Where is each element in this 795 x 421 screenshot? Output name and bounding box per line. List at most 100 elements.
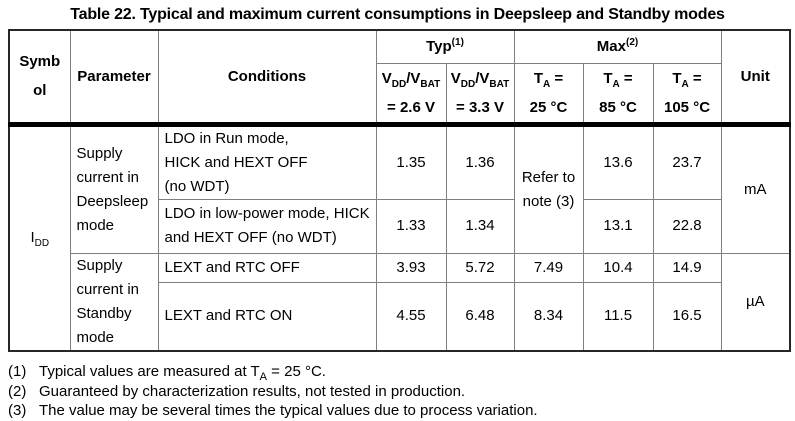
footnote-text: The value may be several times the typic… [39,402,538,419]
cond-line: and HEXT OFF (no WDT) [164,229,337,246]
ta-equals: = [688,69,702,87]
max-note-ref: (2) [625,37,639,49]
typ-label: Typ [426,38,452,56]
value-cell: 7.49 [513,252,584,284]
vdd-vbat-label: VDD/VBAT [447,64,514,93]
footnote-text-post: = 25 °C. [267,363,326,380]
col-header-vdd-3v3: VDD/VBAT = 3.3 V [445,62,515,127]
value-cell: 22.8 [652,198,722,254]
footnote-number: (3) [8,402,27,419]
value-cell: 13.1 [582,198,654,254]
value-cell: 5.72 [445,252,515,284]
vdd-subscript: DD [460,78,476,90]
table-title: Table 22. Typical and maximum current co… [70,6,725,23]
col-header-ta-25: TA = 25 °C [513,62,584,127]
ta-label: TA = [584,64,653,93]
ta-subscript: A [543,78,551,90]
voltage-value: = 3.3 V [456,98,504,116]
refer-note-line: Refer to [521,168,576,186]
vbat-subscript: BAT [489,78,510,90]
value-cell: 8.34 [513,282,584,351]
table-row: LDO in low-power mode, HICK and HEXT OFF… [9,198,790,254]
vbat-pre: /V [475,69,490,87]
ta-subscript: A [681,78,689,90]
table-row: LEXT and RTC ON 4.55 6.48 8.34 11.5 16.5 [9,282,790,351]
ta-pre: T [533,69,544,87]
cell-symbol-idd: IDD [8,123,71,351]
footnote-2: (2) Guaranteed by characterization result… [8,382,788,402]
footnote-text-pre: Typical values are measured at T [39,363,260,380]
value-cell: 1.34 [445,198,515,254]
value-cell: 14.9 [652,252,722,284]
value-cell: 6.48 [445,282,515,351]
cond-line: (no WDT) [164,177,230,195]
vdd-subscript: DD [391,78,407,90]
table-row: IDD Supply current in Deepsleep mode LDO… [8,123,791,351]
footnote-number: (1) [8,363,27,380]
value-cell: 3.93 [375,252,447,284]
typ-note-ref: (1) [451,37,464,49]
cell-cond-deepsleep-run: LDO in Run mode, HICK and HEXT OFF (no W… [157,123,377,200]
cond-line: LDO in Run mode, [164,129,289,147]
ta-pre: T [603,69,613,87]
value-cell: 1.33 [375,198,447,254]
footnote-number: (2) [8,382,27,400]
cell-cond-standby-off: LEXT and RTC OFF [157,252,377,284]
cell-cond-standby-on: LEXT and RTC ON [157,282,377,351]
footnote-text: Typical values are measured at TA = 25 °… [39,363,326,383]
value-cell: 1.36 [445,123,515,200]
footnote-1: (1) Typical values are measured at TA = 2… [8,362,788,383]
cell-param-deepsleep: Supply current in Deepsleep mode [69,123,159,254]
ta-label: TA = [654,64,721,93]
cond-line: HICK and HEXT OFF [164,153,308,171]
col-group-max: Max(2) [513,29,722,64]
vdd-vbat-label: VDD/VBAT [377,64,446,93]
temperature-value: 85 °C [599,98,637,116]
ta-subscript: A [612,78,620,90]
footnotes: (1) Typical values are measured at TA = 2… [8,362,788,421]
col-header-ta-85: TA = 85 °C [582,62,654,127]
ta-subscript: A [259,371,268,383]
temperature-value: 25 °C [529,98,568,116]
value-cell: 10.4 [582,252,654,284]
footnote-text: Guaranteed by characterization results, … [39,382,466,400]
header-row-subcolumns: VDD/VBAT = 2.6 V VDD/VBAT = 3.3 V TA = 2… [9,62,790,127]
col-group-typ: Typ(1) [375,29,515,64]
vbat-subscript: BAT [420,78,441,90]
vdd-pre: V [450,69,461,87]
ta-equals: = [550,69,564,87]
cell-unit-ma: mA [720,123,791,254]
value-cell: 4.55 [375,282,447,351]
ta-pre: T [672,69,682,87]
temperature-value: 105 °C [664,98,711,116]
value-cell: 13.6 [582,123,654,200]
ta-equals: = [619,69,633,87]
voltage-value: = 2.6 V [387,98,435,116]
ta-label: TA = [515,64,583,93]
cell-param-standby: Supply current in Standby mode [69,252,159,351]
cell-refer-note: Refer to note (3) [513,123,584,254]
current-consumption-table: Symbol Parameter Conditions Typ(1) Max(2… [8,29,792,352]
col-header-symbol-label: Symbol [19,53,61,100]
footnote-3: (3) The value may be several times the ty… [8,401,788,421]
table-row: Supply current in Standby mode LEXT and … [9,252,791,351]
col-header-conditions: Conditions [157,29,377,127]
cell-cond-deepsleep-lowpower: LDO in low-power mode, HICK and HEXT OFF… [157,198,377,254]
value-cell: 23.7 [652,123,722,200]
cond-line: LDO in low-power mode, HICK [164,205,370,222]
value-cell: 16.5 [652,282,722,351]
col-header-vdd-2v6: VDD/VBAT = 2.6 V [375,62,447,127]
max-label: Max [596,38,626,56]
col-header-unit: Unit [720,29,791,127]
col-header-parameter: Parameter [69,29,159,127]
col-header-symbol: Symbol [8,29,71,127]
vdd-pre: V [381,69,392,87]
idd-subscript: DD [34,238,50,249]
refer-note-line: note (3) [522,192,575,210]
cell-unit-ua: µA [720,252,791,351]
value-cell: 1.35 [375,123,447,200]
header-row-groups: Symbol Parameter Conditions Typ(1) Max(2… [8,29,791,127]
idd-pre: I [30,229,35,246]
col-header-ta-105: TA = 105 °C [652,62,722,127]
